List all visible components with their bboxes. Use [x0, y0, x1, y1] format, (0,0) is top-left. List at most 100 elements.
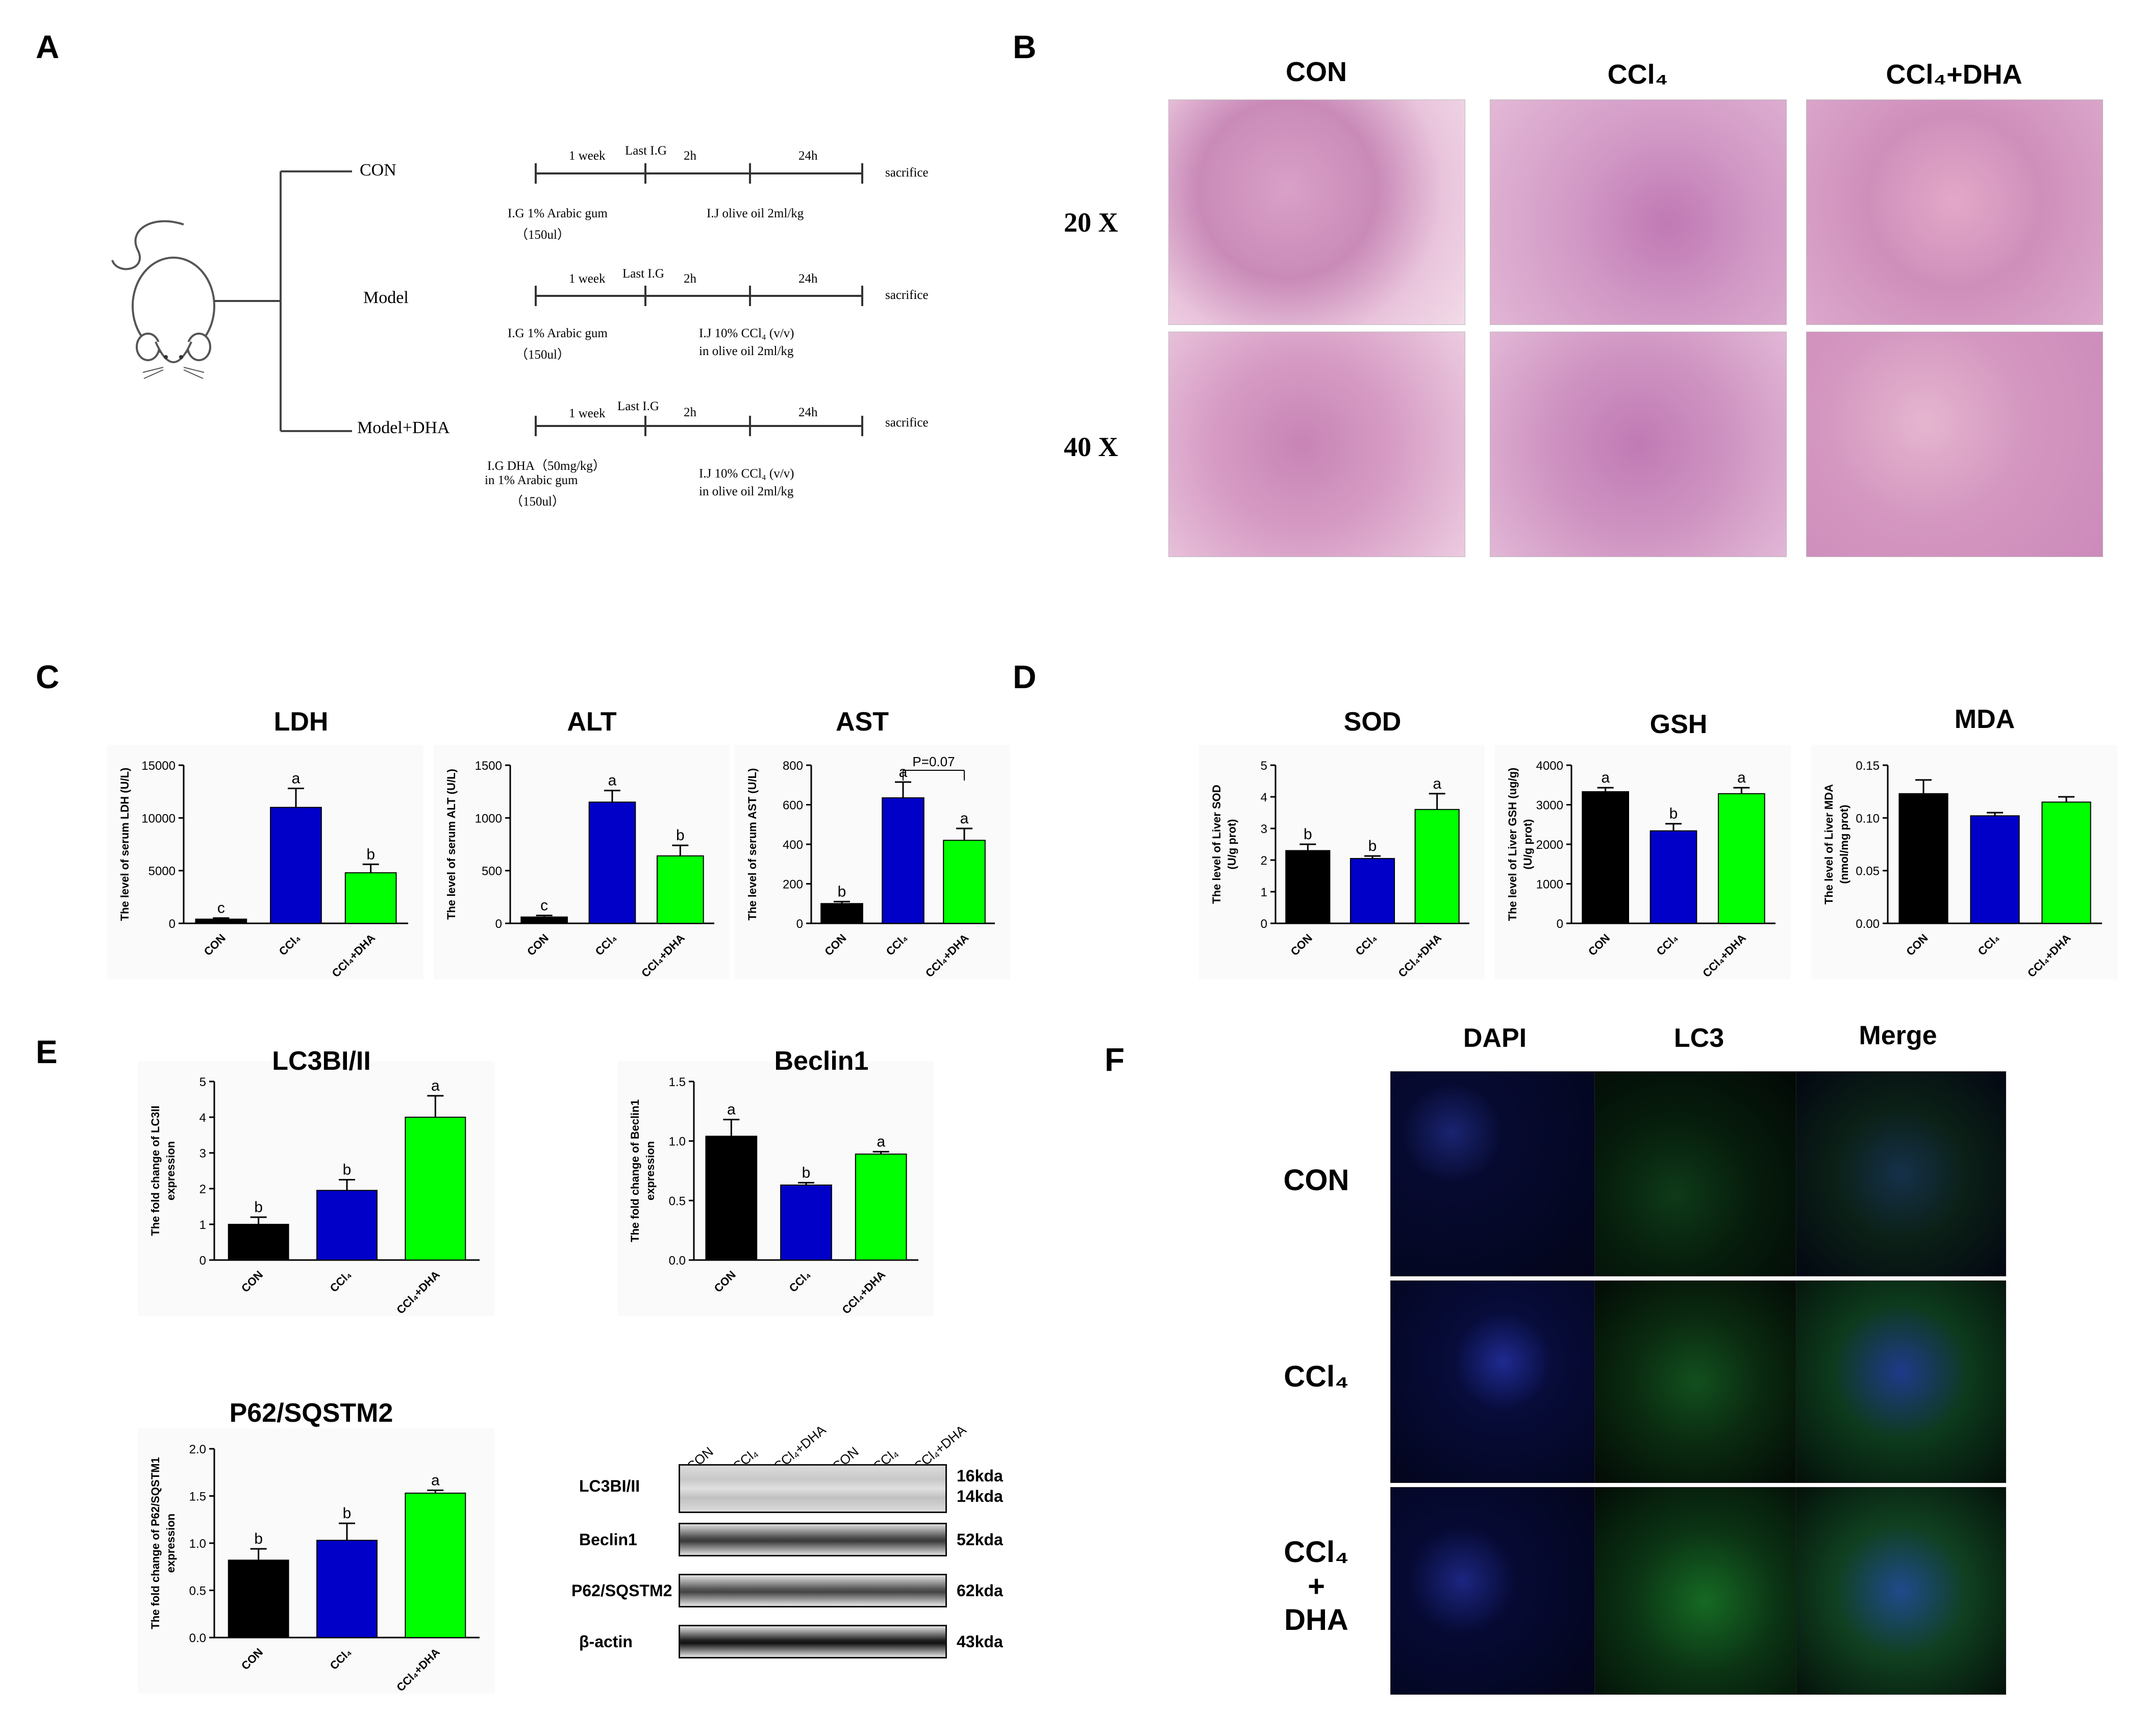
fluor-image-merge-ccl4 — [1796, 1280, 2006, 1483]
y-axis-label: The level of Liver SOD — [1210, 785, 1223, 904]
group-name-model-dha: Model+DHA — [357, 418, 450, 437]
significance-letter: c — [540, 897, 548, 914]
fluor-row-ccl4-dha: CCl₄ + DHA — [1284, 1536, 1349, 1637]
timeline-dha-left-3: （150ul） — [510, 495, 565, 509]
bar — [1718, 793, 1765, 924]
histology-col-con: CON — [1286, 57, 1347, 87]
timeline-dha-t2: Last I.G — [617, 399, 659, 413]
bar — [855, 1153, 907, 1261]
histology-image-con-40x — [1168, 332, 1465, 557]
y-tick-label: 0 — [495, 917, 502, 931]
x-tick-label: CCl₄ — [328, 1268, 354, 1295]
significance-letter: b — [1304, 826, 1312, 843]
timeline-model-left-1: I.G 1% Arabic gum — [508, 326, 608, 340]
chart-title-ldh: LDH — [273, 707, 329, 737]
y-axis-label: The level of Liver MDA — [1822, 784, 1835, 904]
y-tick-label: 2.0 — [189, 1443, 206, 1456]
timeline-model-end: sacrifice — [885, 288, 929, 302]
y-axis-label: The level of serum AST (U/L) — [746, 768, 759, 921]
group-name-con: CON — [360, 161, 396, 180]
blot-band-p62 — [679, 1574, 947, 1607]
y-tick-label: 5 — [199, 1075, 206, 1089]
x-tick-label: CCl₄+DHA — [2025, 932, 2073, 979]
y-axis-label: The fold change of LC3II — [149, 1105, 162, 1236]
annotation-text: P=0.07 — [912, 754, 955, 769]
x-tick-label: CCl₄ — [1654, 932, 1681, 958]
group-name-model: Model — [363, 288, 409, 307]
histology-col-ccl4-dha: CCl₄+DHA — [1886, 59, 2022, 90]
significance-letter: a — [1433, 775, 1441, 792]
x-tick-label: CON — [239, 1268, 265, 1295]
y-tick-label: 0.0 — [189, 1631, 206, 1645]
significance-letter: a — [431, 1077, 440, 1094]
fluor-image-dapi-con — [1390, 1071, 1595, 1276]
y-axis-label: The fold change of Beclin1 — [629, 1099, 641, 1242]
y-tick-label: 3000 — [1536, 799, 1563, 813]
bar — [705, 1136, 758, 1261]
blot-band-actin — [679, 1625, 947, 1658]
chart-ast: 0 200 400 600 800 The level of serum AST (U/L… — [746, 754, 995, 979]
significance-letter: a — [727, 1101, 736, 1118]
timeline-dha-t3: 2h — [684, 406, 696, 419]
x-tick-label: CCl₄+DHA — [1396, 932, 1444, 979]
y-tick-label: 0.10 — [1856, 812, 1880, 825]
y-tick-label: 1.0 — [189, 1537, 206, 1551]
timeline-dha-right-2: in olive oil 2ml/kg — [699, 485, 794, 498]
y-tick-label: 0.15 — [1856, 759, 1880, 773]
significance-letter: b — [254, 1530, 263, 1547]
y-tick-label: 4 — [199, 1111, 206, 1125]
y-tick-label: 0 — [1557, 917, 1563, 931]
x-tick-label: CCl₄+DHA — [394, 1646, 442, 1694]
timeline-dha-left-1: I.G DHA（50mg/kg） — [487, 459, 606, 473]
chart-title-sod: SOD — [1343, 707, 1402, 737]
y-tick-label: 0.5 — [189, 1584, 206, 1598]
y-tick-label: 2000 — [1536, 838, 1563, 852]
timeline-dha-end: sacrifice — [885, 416, 929, 430]
bar — [657, 855, 704, 924]
blot-kda-lc3-14: 14kda — [957, 1487, 1003, 1505]
fluor-image-merge-ccl4-dha — [1796, 1487, 2006, 1695]
y-tick-label: 10000 — [141, 812, 176, 825]
chart-alt: 0 500 1000 1500 The level of serum ALT (U/L)… — [445, 759, 714, 979]
y-tick-label: 0 — [796, 917, 803, 931]
y-axis-label: The fold change of P62/SQSTM1 — [149, 1457, 162, 1629]
x-tick-label: CCl₄ — [884, 932, 910, 958]
timeline-con-t3: 2h — [684, 149, 696, 163]
y-tick-label: 5000 — [148, 865, 176, 878]
significance-letter: b — [1669, 806, 1678, 822]
histology-image-con-20x — [1168, 99, 1465, 325]
y-axis-label: expression — [644, 1141, 657, 1200]
bar — [1582, 791, 1629, 924]
significance-letter: a — [960, 810, 969, 827]
y-tick-label: 400 — [783, 838, 803, 852]
significance-letter: b — [254, 1199, 263, 1216]
panel-label-a: A — [36, 29, 60, 65]
blot-label-p62: P62/SQSTM2 — [571, 1581, 672, 1600]
histology-row-40x: 40 X — [1064, 432, 1118, 462]
blot-band-lc3 — [679, 1464, 947, 1513]
timeline-dha-left-2: in 1% Arabic gum — [485, 473, 578, 487]
y-tick-label: 2 — [1261, 854, 1267, 868]
y-tick-label: 2 — [199, 1183, 206, 1196]
y-tick-label: 3 — [1261, 822, 1267, 836]
y-tick-label: 500 — [482, 865, 502, 878]
significance-letter: a — [431, 1472, 440, 1489]
blot-kda-actin: 43kda — [957, 1632, 1003, 1651]
y-tick-label: 1.0 — [669, 1135, 686, 1149]
fluor-row-con: CON — [1283, 1164, 1349, 1197]
bar — [405, 1492, 466, 1638]
fluor-image-dapi-ccl4 — [1390, 1280, 1595, 1483]
bar — [316, 1190, 378, 1261]
histology-image-ccl4-40x — [1490, 332, 1787, 557]
significance-letter: b — [343, 1162, 352, 1178]
bar — [882, 797, 924, 924]
y-tick-label: 1500 — [475, 759, 502, 773]
histology-image-ccl4-dha-40x — [1806, 332, 2103, 557]
timeline-dha-right-1: I.J 10% CCl₄ (v/v) — [699, 467, 794, 481]
bar — [520, 916, 568, 924]
fluor-image-lc3-con — [1594, 1071, 1797, 1276]
y-tick-label: 1000 — [1536, 878, 1563, 892]
chart-title-alt: ALT — [567, 707, 617, 737]
y-tick-label: 0 — [169, 917, 176, 931]
panel-label-d: D — [1013, 659, 1037, 695]
